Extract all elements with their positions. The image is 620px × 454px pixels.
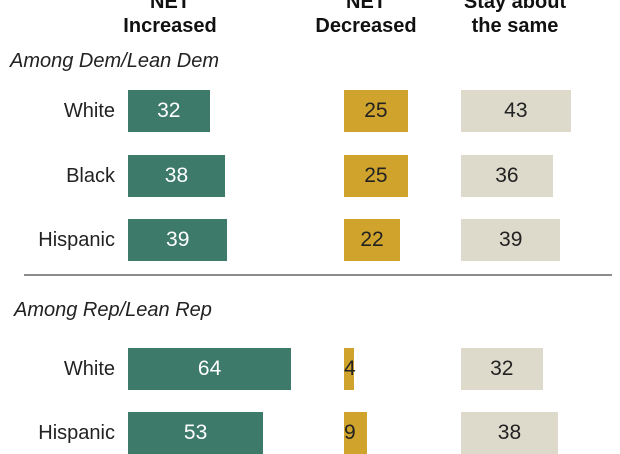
data-label: 53 (183, 421, 208, 444)
data-label: 64 (197, 357, 222, 380)
header-same-line2: the same (471, 15, 559, 37)
group-divider (24, 274, 612, 276)
bar-same: 39 (461, 219, 561, 261)
data-label: 39 (499, 228, 523, 251)
data-label: 25 (364, 99, 388, 122)
header-decreased-line2: Decreased (315, 15, 417, 37)
bar-increased: 53 (128, 412, 264, 454)
header-same-line1: Stay about (463, 0, 567, 13)
bar-same: 38 (461, 412, 558, 454)
data-label: 4 (344, 357, 356, 380)
row-label: Hispanic (38, 422, 115, 444)
bar-increased: 39 (128, 219, 228, 261)
bar-same: 32 (461, 348, 543, 390)
bar-increased: 38 (128, 155, 225, 197)
bar-decreased: 22 (344, 219, 401, 261)
group-label-rep: Among Rep/Lean Rep (14, 299, 212, 321)
data-label: 39 (166, 228, 190, 251)
header-decreased-line1: NET (346, 0, 386, 13)
bar-decreased: 4 (344, 348, 356, 390)
row-label: Hispanic (38, 229, 115, 251)
data-label: 9 (344, 421, 356, 444)
header-decreased: NET Decreased (306, 0, 426, 38)
data-label: 32 (157, 99, 181, 122)
bar-decreased: 9 (344, 412, 367, 454)
header-same: Stay about the same (452, 0, 578, 38)
header-increased-line1: NET (150, 0, 190, 13)
header-increased: NET Increased (110, 0, 230, 38)
bar-increased: 64 (128, 348, 292, 390)
row-label: White (63, 100, 115, 122)
bar-same: 36 (461, 155, 553, 197)
data-label: 43 (504, 99, 528, 122)
group-label-dem: Among Dem/Lean Dem (10, 50, 219, 72)
header-increased-line2: Increased (123, 15, 217, 37)
bar-same: 43 (461, 90, 571, 132)
row-label: Black (66, 165, 115, 187)
data-label: 36 (495, 164, 519, 187)
data-label: 22 (360, 228, 384, 251)
data-label: 38 (164, 164, 189, 187)
bar-decreased: 25 (344, 90, 408, 132)
data-label: 32 (490, 357, 514, 380)
bar-increased: 32 (128, 90, 210, 132)
row-label: White (63, 358, 115, 380)
bar-decreased: 25 (344, 155, 408, 197)
data-label: 25 (364, 164, 388, 187)
data-label: 38 (497, 421, 522, 444)
